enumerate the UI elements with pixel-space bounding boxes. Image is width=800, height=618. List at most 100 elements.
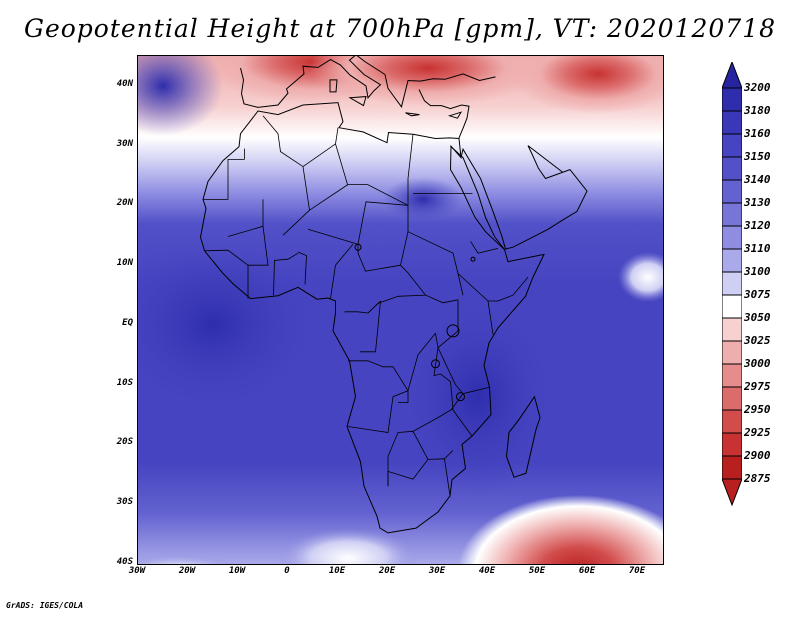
colorbar-swatch [722,87,742,112]
country-border [444,450,454,496]
island-coastline [405,112,420,117]
colorbar-label: 2900 [744,449,771,462]
longitude-label: 40E [478,566,496,576]
atlantic-high [138,56,223,136]
middle-east-trough [508,56,663,114]
credit-text: GrADS: IGES/COLA [6,601,84,610]
country-border [302,127,339,167]
longitude-label: 50E [528,566,546,576]
latitude-label: 10N [116,258,133,269]
island-coastline [447,111,463,119]
latitude-label: 30N [116,138,133,149]
latitude-label: EQ [122,317,133,328]
country-border [367,294,426,314]
colorbar-swatch [722,455,742,480]
country-border [335,134,414,207]
colorbar-swatch [722,133,742,158]
colorbar-swatch [722,202,742,227]
colorbar-label: 3075 [744,288,771,301]
colorbar-swatch [722,156,742,181]
southwest-low [138,553,237,564]
country-border [437,347,491,395]
colorbar-swatch [722,110,742,135]
colorbar-label: 2925 [744,426,771,439]
colorbar-swatch [722,340,742,365]
colorbar-swatch [722,271,742,296]
country-border [273,252,299,296]
height-field-map [138,56,663,564]
longitude-label: 0 [284,566,290,576]
latitude-label: 10S [116,377,133,388]
country-border [451,393,473,437]
country-border [435,299,459,349]
colorbar-label: 3100 [744,265,771,278]
country-border [487,300,494,335]
colorbar-top-arrow [722,62,742,89]
colorbar-label: 3150 [744,150,771,163]
colorbar-label: 2975 [744,380,771,393]
colorbar-swatch [722,317,742,342]
colorbar-swatch [722,248,742,273]
longitude-label: 10E [328,566,346,576]
country-border [407,231,464,296]
colorbar [722,62,742,507]
colorbar-label: 3130 [744,196,771,209]
colorbar-label: 3025 [744,334,771,347]
country-border [360,300,381,353]
longitude-label: 30E [428,566,446,576]
country-border [262,115,310,236]
latitude-label: 40N [116,78,133,89]
europe-coastline [240,56,382,108]
island-coastline [348,96,367,107]
colorbar-label: 3180 [744,104,771,117]
country-border [348,360,409,391]
map-panel [137,55,664,565]
southern-ocean-low [458,494,663,564]
eastern-med-trough [308,56,548,106]
longitude-label: 60E [578,566,596,576]
longitude-label: 70E [628,566,646,576]
colorbar-swatch [722,409,742,434]
arabian-sea-ridge [618,252,663,303]
country-border [470,241,499,254]
country-border [407,333,436,391]
lake-outline [446,324,460,338]
turkey-coastline [418,89,470,139]
island-coastline [329,79,338,93]
colorbar-swatch [722,225,742,250]
country-border [307,201,409,245]
red-sea-coastline [450,145,505,250]
longitude-label: 30W [128,566,146,576]
africa-coastline [199,102,545,534]
longitude-label: 20W [178,566,196,576]
country-border [248,226,269,266]
colorbar-label: 3110 [744,242,771,255]
country-border [357,244,401,272]
south-atlantic-low [278,528,418,564]
country-border [330,244,354,299]
colorbar-label: 3120 [744,219,771,232]
country-border [387,458,445,487]
latitude-label: 20S [116,437,133,448]
latitude-label: 30S [116,497,133,508]
gulf-high [138,234,323,415]
country-border [297,251,307,285]
colorbar-swatch [722,386,742,411]
country-border [412,431,429,460]
country-border [397,347,454,433]
colorbar-label: 3050 [744,311,771,324]
colorbar-label: 3140 [744,173,771,186]
lake-outline [470,256,476,262]
colorbar-swatch [722,432,742,457]
arabia-coastline [460,145,588,250]
longitude-label: 20E [378,566,396,576]
colorbar-swatch [722,294,742,319]
country-border [309,184,349,211]
colorbar-bottom-arrow [722,478,742,507]
colorbar-swatch [722,179,742,204]
colorbar-label: 3000 [744,357,771,370]
lake-outline [354,243,362,251]
colorbar-label: 2875 [744,472,771,485]
colorbar-label: 3160 [744,127,771,140]
latitude-label: 40S [116,557,133,567]
